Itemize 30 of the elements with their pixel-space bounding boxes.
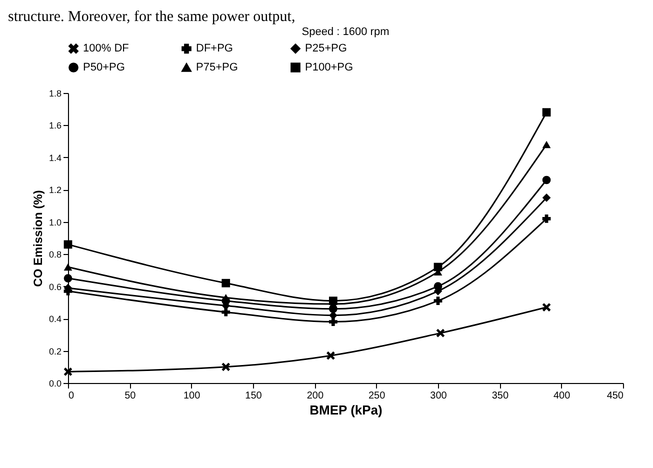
legend-label: P75+PG xyxy=(196,62,238,74)
y-tick-label: 0.4 xyxy=(48,314,62,324)
legend-label: P100+PG xyxy=(305,62,354,74)
x-tick-label: 250 xyxy=(368,390,386,402)
text: structure. Moreover, for the same power output, xyxy=(8,9,296,25)
x-axis-title: BMEP (kPa) xyxy=(310,402,382,418)
x-tick-label: 150 xyxy=(245,390,262,402)
x-tick-label: 450 xyxy=(606,390,624,402)
y-tick-label: 1.2 xyxy=(48,185,62,196)
y-tick-label: 0.0 xyxy=(48,378,62,388)
y-tick-label: 1.0 xyxy=(48,217,62,228)
y-tick-label: 0.2 xyxy=(48,346,62,356)
x-tick-label: 350 xyxy=(492,390,509,402)
legend-label: DF+PG xyxy=(196,42,233,55)
legend-label: 100% DF xyxy=(83,42,130,55)
y-tick-label: 0.6 xyxy=(48,282,62,292)
x-tick-label: 100 xyxy=(183,390,201,402)
y-tick-label: 1.8 xyxy=(48,88,62,98)
x-tick-label: 50 xyxy=(124,390,136,402)
y-axis-title: CO Emission (%) xyxy=(30,190,45,287)
y-tick-label: 1.6 xyxy=(48,120,62,131)
legend-label: P25+PG xyxy=(305,42,347,55)
y-tick-label: 0.8 xyxy=(48,250,62,260)
legend-label: P50+PG xyxy=(83,62,125,74)
x-tick-label: 200 xyxy=(306,390,324,402)
x-tick-label: 300 xyxy=(430,390,448,402)
chart-title: Speed : 1600 rpm xyxy=(302,26,390,38)
x-tick-label: 400 xyxy=(553,390,571,402)
y-tick-label: 1.4 xyxy=(48,152,62,163)
x-tick-label: 0 xyxy=(68,390,74,402)
